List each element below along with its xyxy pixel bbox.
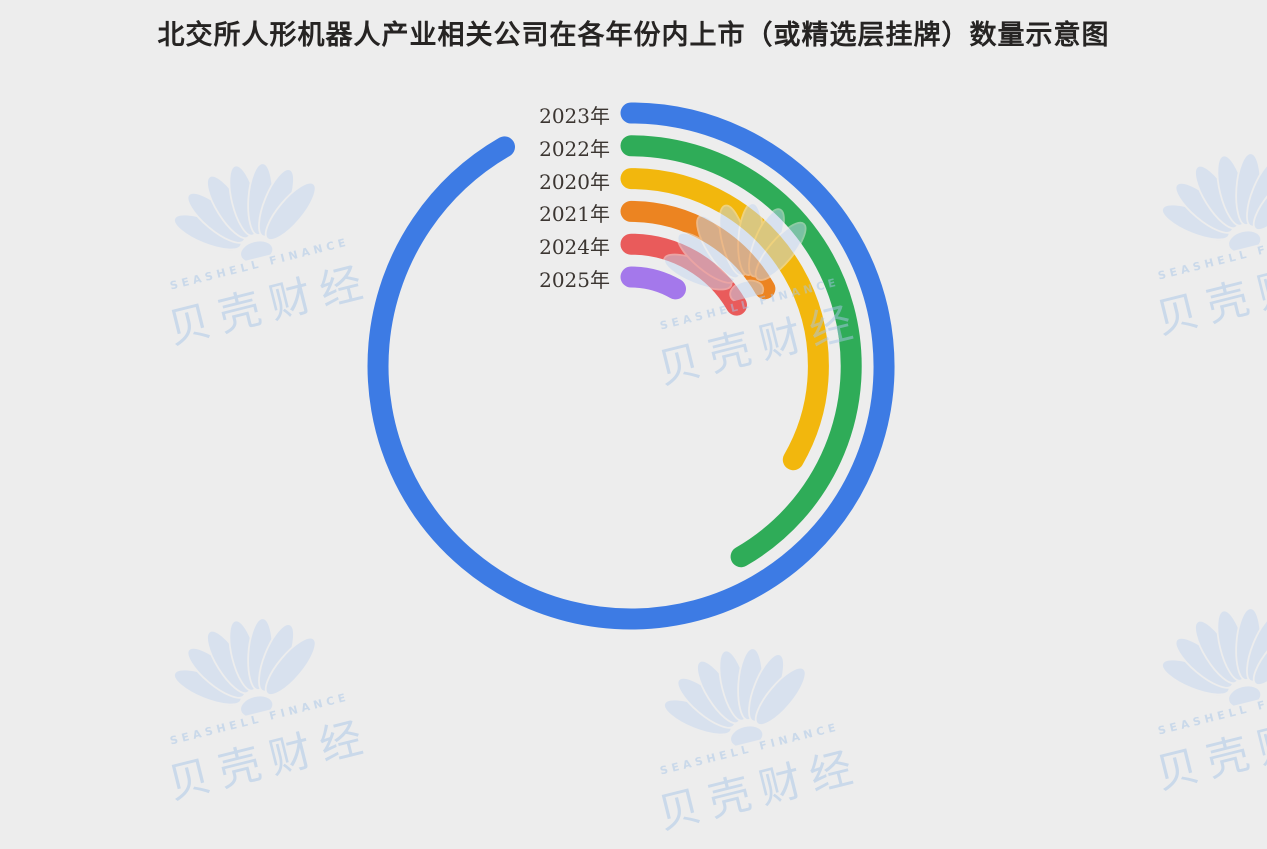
watermark-brand-cn: 贝壳财经 — [1151, 700, 1267, 799]
ring-label-2022: 2022年 — [539, 136, 610, 161]
ring-label-2020: 2020年 — [539, 169, 610, 194]
watermark-brand-en: SEASHELL FINANCE — [658, 720, 841, 778]
ring-arc-2023 — [367, 102, 895, 630]
chart-title: 北交所人形机器人产业相关公司在各年份内上市（或精选层挂牌）数量示意图 — [157, 20, 1110, 51]
radial-bar-chart — [367, 102, 895, 630]
ring-label-2023: 2023年 — [539, 104, 610, 128]
ring-label-2024: 2024年 — [539, 235, 610, 260]
ring-arc-2022 — [620, 135, 862, 568]
ring-label-2025: 2025年 — [539, 268, 610, 292]
watermark-brand-en: SEASHELL FINANCE — [1156, 680, 1267, 738]
ring-label-2021: 2021年 — [539, 202, 610, 227]
watermark-brand-cn: 贝壳财经 — [163, 710, 377, 809]
watermark-brand-cn: 贝壳财经 — [653, 740, 867, 839]
watermark-brand-en: SEASHELL FINANCE — [168, 690, 351, 748]
ring-arc-2025 — [620, 266, 686, 300]
